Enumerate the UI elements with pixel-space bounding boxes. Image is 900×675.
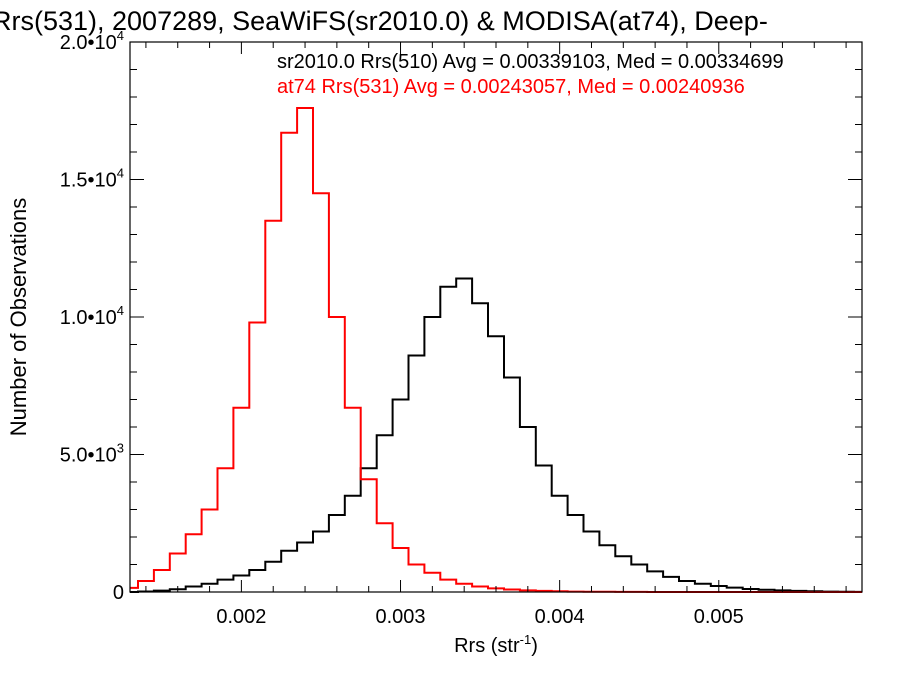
x-tick-label: 0.002 <box>216 606 266 628</box>
x-tick-label: 0.005 <box>694 606 744 628</box>
y-tick-label: 1.5•104 <box>60 166 124 192</box>
x-axis-label-end: ) <box>531 635 538 657</box>
x-tick-label: 0.004 <box>535 606 585 628</box>
x-axis-label-text: Rrs (str <box>454 635 520 657</box>
x-tick-label: 0.003 <box>375 606 425 628</box>
y-tick-label: 1.0•104 <box>60 303 124 329</box>
plot-frame <box>129 41 863 593</box>
x-axis-label: Rrs (str-1) <box>454 632 538 657</box>
y-tick-label: 0 <box>113 582 124 604</box>
y-tick-label: 5.0•103 <box>60 441 124 467</box>
y-tick-label: 2.0•104 <box>60 28 124 54</box>
chart-title: Rrs(531), 2007289, SeaWiFS(sr2010.0) & M… <box>0 6 768 36</box>
series-line-1 <box>130 107 862 593</box>
y-axis-label: Number of Observations <box>6 198 31 436</box>
annotation-0: sr2010.0 Rrs(510) Avg = 0.00339103, Med … <box>277 51 784 73</box>
x-axis-label-superscript: -1 <box>520 632 532 647</box>
series-line-0 <box>130 277 862 593</box>
annotation-1: at74 Rrs(531) Avg = 0.00243057, Med = 0.… <box>277 76 745 98</box>
